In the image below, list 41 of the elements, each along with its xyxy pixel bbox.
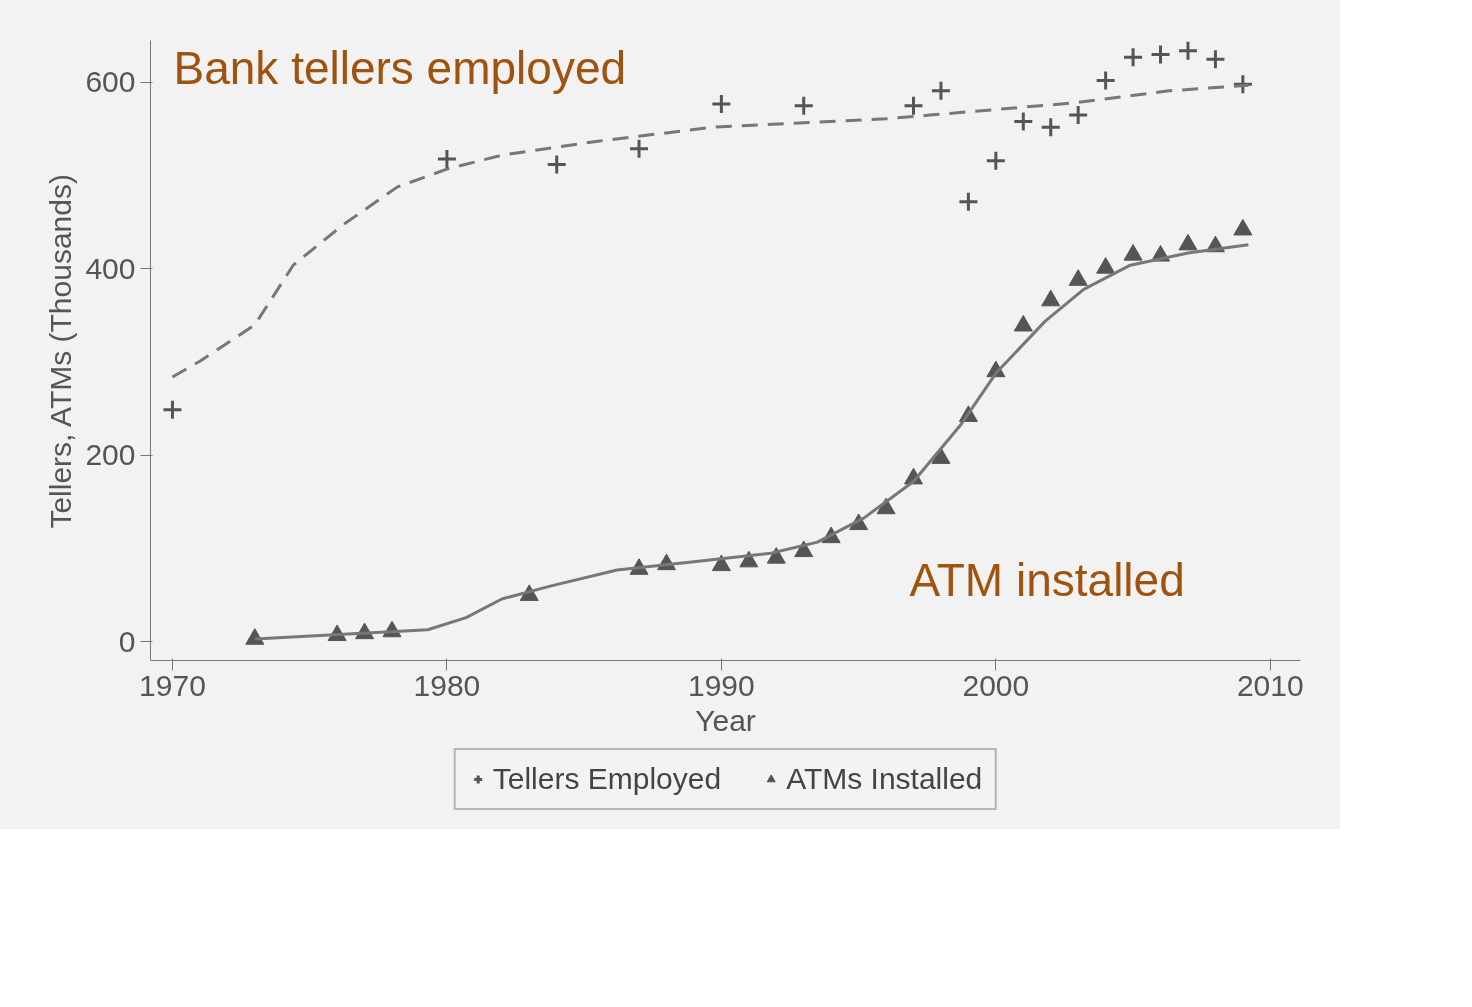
legend-label: ATMs Installed <box>786 762 983 796</box>
point <box>1150 43 1172 65</box>
point <box>1067 104 1089 126</box>
point <box>1095 70 1117 92</box>
point <box>628 138 650 160</box>
x-tick-label: 2000 <box>962 668 1030 702</box>
legend-label: Tellers Employed <box>492 762 722 796</box>
annotation: Bank tellers employed <box>173 42 627 95</box>
point <box>1096 257 1116 274</box>
point <box>1123 244 1143 261</box>
annotation: ATM installed <box>909 553 1185 606</box>
point <box>1233 218 1253 236</box>
point <box>793 95 815 117</box>
point <box>546 154 568 175</box>
point <box>930 80 952 102</box>
x-tick-label: 1990 <box>688 668 755 702</box>
point <box>957 191 979 213</box>
y-tick-label: 0 <box>118 624 136 658</box>
y-tick-label: 400 <box>85 251 136 285</box>
point <box>1041 289 1061 307</box>
point <box>1068 269 1088 286</box>
x-tick-label: 2010 <box>1236 668 1304 702</box>
point <box>1013 314 1033 332</box>
point <box>436 148 458 170</box>
point <box>931 447 951 464</box>
x-tick-label: 1970 <box>139 668 206 702</box>
point <box>1177 40 1199 62</box>
point <box>711 554 731 572</box>
y-tick-label: 200 <box>85 438 136 472</box>
point <box>1040 116 1062 138</box>
point <box>1178 233 1198 251</box>
x-axis-title: Year <box>695 703 756 737</box>
point <box>903 95 925 117</box>
point <box>1012 111 1034 133</box>
y-axis-title: Tellers, ATMs (Thousands) <box>44 174 78 529</box>
y-tick-label: 600 <box>85 65 136 99</box>
point <box>1204 48 1226 70</box>
x-tick-label: 1980 <box>413 668 481 702</box>
point <box>985 150 1007 172</box>
point <box>710 93 732 115</box>
point <box>1122 46 1144 68</box>
